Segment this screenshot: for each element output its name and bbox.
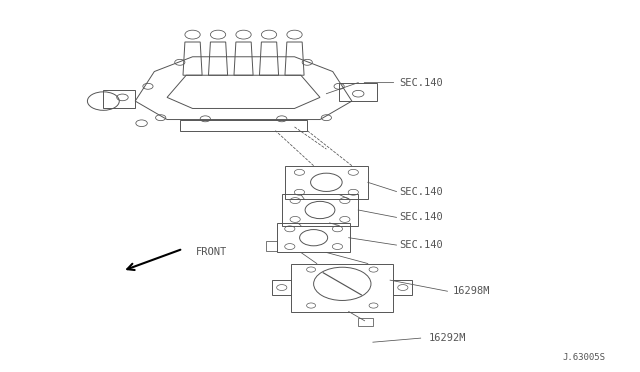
Text: SEC.140: SEC.140 — [399, 212, 444, 222]
Text: FRONT: FRONT — [196, 247, 227, 257]
Text: J.63005S: J.63005S — [562, 353, 605, 362]
Text: 16298M: 16298M — [452, 286, 490, 296]
Text: SEC.140: SEC.140 — [399, 240, 444, 250]
Text: SEC.140: SEC.140 — [399, 78, 444, 88]
Text: SEC.140: SEC.140 — [399, 186, 444, 196]
Text: 16292M: 16292M — [428, 333, 466, 343]
